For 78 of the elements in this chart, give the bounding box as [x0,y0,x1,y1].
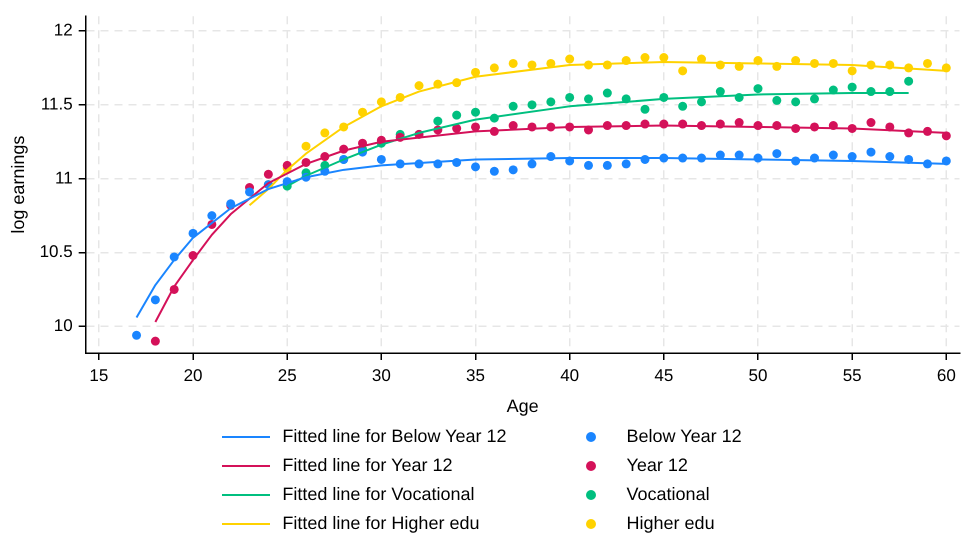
legend-label: Fitted line for Higher edu [282,513,480,534]
legend-label: Year 12 [626,455,688,476]
point [433,116,442,126]
point [885,152,894,162]
point [508,58,518,68]
y-tick-label: 10.5 [40,242,73,262]
legend-label: Fitted line for Below Year 12 [282,426,507,447]
point [471,68,480,77]
y-tick-label: 12 [54,20,73,40]
point [697,97,706,106]
point [678,66,688,76]
point [245,187,254,196]
legend-label: Vocational [626,484,710,505]
point [848,152,857,162]
point [753,84,762,94]
point [528,60,537,70]
x-tick-label: 20 [184,366,202,385]
x-tick-label: 60 [936,366,956,385]
point [528,100,537,110]
point [452,110,462,120]
point [490,166,499,176]
point [132,330,142,340]
x-tick-label: 50 [748,366,768,385]
point [508,102,518,111]
point [678,102,688,111]
x-tick-label: 25 [278,366,297,385]
point [565,54,574,64]
point [414,81,424,90]
point [602,160,612,170]
point [866,148,876,157]
point [622,159,631,168]
y-tick-label: 10 [54,316,73,336]
point [376,154,386,164]
point [640,53,650,62]
point [848,66,857,76]
point [565,92,574,102]
point [791,97,800,106]
point [528,159,537,168]
point [508,165,518,174]
point [904,76,914,86]
point [490,63,499,72]
point [150,336,160,346]
x-tick-label: 40 [560,366,580,385]
point [150,295,160,304]
point [772,149,782,158]
point [264,170,273,179]
point [320,128,330,138]
point [848,82,857,92]
legend-label: Fitted line for Vocational [282,484,474,505]
point [471,122,480,132]
point [602,88,612,98]
x-tick-label: 55 [842,366,862,385]
legend-label: Below Year 12 [626,426,742,447]
point [584,160,594,170]
point [659,53,668,62]
point [828,150,838,160]
point [471,162,480,172]
legend-label: Fitted line for Year 12 [282,455,452,476]
x-axis-title: Age [506,396,539,416]
point [922,58,932,68]
point [207,211,216,220]
point [716,87,725,96]
point [471,108,480,117]
point [866,118,876,128]
x-tick-label: 15 [89,366,108,385]
y-tick-label: 11.5 [40,94,73,114]
x-tick-label: 30 [372,366,391,385]
y-axis-title: log earnings [8,136,28,234]
point [584,94,594,104]
point [546,97,556,106]
legend-label: Higher edu [626,513,715,534]
point [302,142,311,151]
point [810,94,819,104]
x-tick-label: 45 [654,366,674,385]
point [640,104,650,114]
point [772,96,782,105]
y-tick-label: 11 [55,168,73,188]
x-tick-label: 35 [466,366,485,385]
